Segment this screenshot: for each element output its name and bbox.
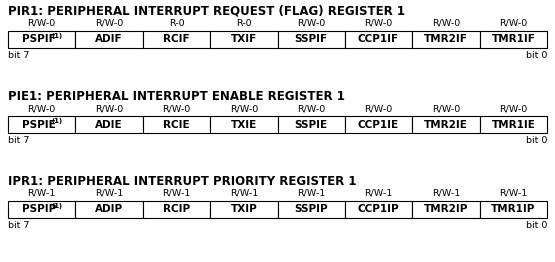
Bar bbox=[480, 31, 547, 48]
Text: PSPIP: PSPIP bbox=[22, 205, 56, 215]
Text: R/W-0: R/W-0 bbox=[365, 104, 393, 113]
Text: R/W-1: R/W-1 bbox=[230, 189, 258, 198]
Text: R/W-0: R/W-0 bbox=[162, 104, 190, 113]
Text: (1): (1) bbox=[52, 203, 63, 209]
Text: CCP1IE: CCP1IE bbox=[358, 119, 399, 129]
Bar bbox=[412, 201, 480, 218]
Text: TMR1IF: TMR1IF bbox=[491, 35, 535, 45]
Text: SSPIP: SSPIP bbox=[294, 205, 328, 215]
Text: bit 7: bit 7 bbox=[8, 221, 29, 230]
Bar bbox=[345, 116, 412, 133]
Text: R/W-1: R/W-1 bbox=[432, 189, 460, 198]
Text: IPR1: PERIPHERAL INTERRUPT PRIORITY REGISTER 1: IPR1: PERIPHERAL INTERRUPT PRIORITY REGI… bbox=[8, 175, 356, 188]
Text: PSPIF: PSPIF bbox=[22, 35, 56, 45]
Bar bbox=[480, 116, 547, 133]
Text: (1): (1) bbox=[52, 118, 63, 124]
Text: CCP1IF: CCP1IF bbox=[358, 35, 399, 45]
Text: bit 0: bit 0 bbox=[526, 136, 547, 145]
Text: R/W-0: R/W-0 bbox=[28, 19, 56, 28]
Bar bbox=[278, 31, 345, 48]
Text: (1): (1) bbox=[52, 33, 63, 39]
Text: PIR1: PERIPHERAL INTERRUPT REQUEST (FLAG) REGISTER 1: PIR1: PERIPHERAL INTERRUPT REQUEST (FLAG… bbox=[8, 5, 405, 18]
Bar bbox=[143, 201, 210, 218]
Text: ADIE: ADIE bbox=[95, 119, 123, 129]
Bar bbox=[143, 31, 210, 48]
Text: ADIP: ADIP bbox=[95, 205, 123, 215]
Text: ADIF: ADIF bbox=[95, 35, 123, 45]
Bar bbox=[345, 201, 412, 218]
Text: PIE1: PERIPHERAL INTERRUPT ENABLE REGISTER 1: PIE1: PERIPHERAL INTERRUPT ENABLE REGIST… bbox=[8, 90, 345, 103]
Text: TXIF: TXIF bbox=[231, 35, 257, 45]
Text: RCIF: RCIF bbox=[163, 35, 190, 45]
Bar bbox=[8, 201, 75, 218]
Text: TMR1IE: TMR1IE bbox=[491, 119, 535, 129]
Text: R-0: R-0 bbox=[236, 19, 251, 28]
Text: R-0: R-0 bbox=[169, 19, 184, 28]
Bar bbox=[75, 31, 143, 48]
Text: TXIP: TXIP bbox=[230, 205, 257, 215]
Bar bbox=[210, 31, 278, 48]
Text: TXIE: TXIE bbox=[231, 119, 257, 129]
Text: bit 0: bit 0 bbox=[526, 51, 547, 60]
Text: R/W-1: R/W-1 bbox=[297, 189, 325, 198]
Bar bbox=[345, 31, 412, 48]
Text: R/W-0: R/W-0 bbox=[499, 19, 527, 28]
Bar bbox=[278, 116, 345, 133]
Text: R/W-0: R/W-0 bbox=[432, 19, 460, 28]
Text: bit 7: bit 7 bbox=[8, 51, 29, 60]
Bar bbox=[210, 116, 278, 133]
Text: RCIP: RCIP bbox=[163, 205, 190, 215]
Text: R/W-1: R/W-1 bbox=[28, 189, 56, 198]
Text: R/W-0: R/W-0 bbox=[95, 19, 123, 28]
Text: SSPIE: SSPIE bbox=[295, 119, 328, 129]
Text: R/W-0: R/W-0 bbox=[297, 19, 325, 28]
Text: CCP1IP: CCP1IP bbox=[358, 205, 400, 215]
Text: R/W-0: R/W-0 bbox=[297, 104, 325, 113]
Bar bbox=[278, 201, 345, 218]
Bar bbox=[480, 201, 547, 218]
Text: R/W-0: R/W-0 bbox=[230, 104, 258, 113]
Text: TMR1IP: TMR1IP bbox=[491, 205, 536, 215]
Text: PSPIE: PSPIE bbox=[22, 119, 56, 129]
Bar bbox=[143, 116, 210, 133]
Text: RCIE: RCIE bbox=[163, 119, 190, 129]
Bar bbox=[8, 116, 75, 133]
Bar bbox=[210, 201, 278, 218]
Text: R/W-1: R/W-1 bbox=[95, 189, 123, 198]
Text: SSPIF: SSPIF bbox=[295, 35, 328, 45]
Bar bbox=[75, 116, 143, 133]
Text: bit 7: bit 7 bbox=[8, 136, 29, 145]
Text: R/W-0: R/W-0 bbox=[365, 19, 393, 28]
Text: R/W-1: R/W-1 bbox=[365, 189, 393, 198]
Bar bbox=[412, 31, 480, 48]
Text: bit 0: bit 0 bbox=[526, 221, 547, 230]
Text: R/W-0: R/W-0 bbox=[432, 104, 460, 113]
Text: R/W-1: R/W-1 bbox=[162, 189, 190, 198]
Bar bbox=[8, 31, 75, 48]
Text: TMR2IP: TMR2IP bbox=[424, 205, 468, 215]
Text: R/W-0: R/W-0 bbox=[95, 104, 123, 113]
Bar bbox=[75, 201, 143, 218]
Bar bbox=[412, 116, 480, 133]
Text: TMR2IF: TMR2IF bbox=[424, 35, 468, 45]
Text: R/W-0: R/W-0 bbox=[499, 104, 527, 113]
Text: R/W-1: R/W-1 bbox=[499, 189, 527, 198]
Text: TMR2IE: TMR2IE bbox=[424, 119, 468, 129]
Text: R/W-0: R/W-0 bbox=[28, 104, 56, 113]
